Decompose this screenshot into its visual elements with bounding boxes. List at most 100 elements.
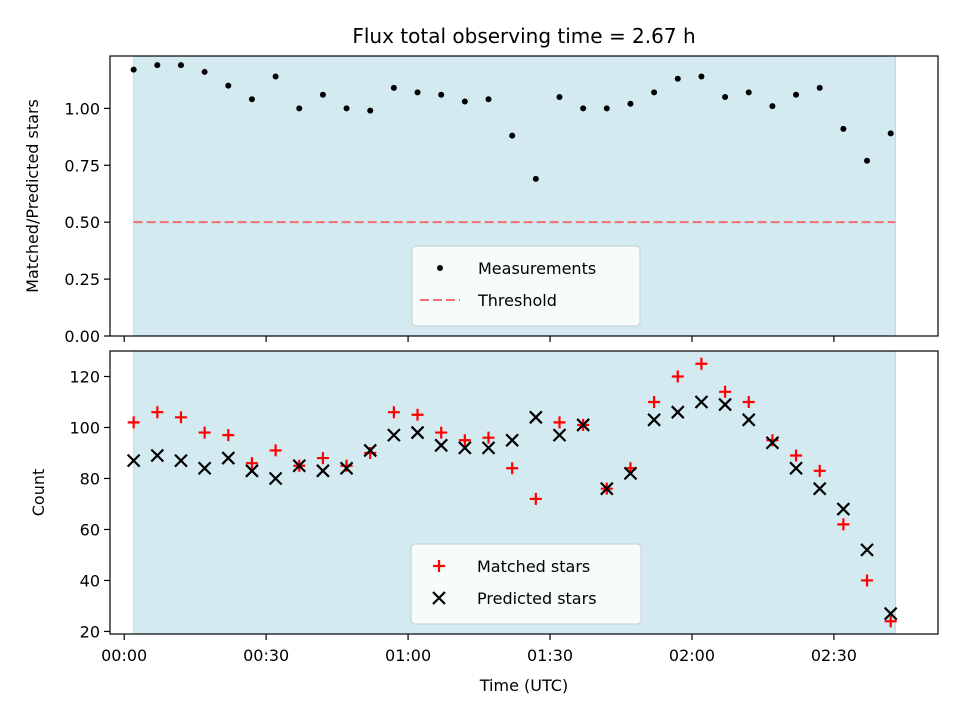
matched-star-point [813, 464, 826, 477]
predicted-star-point [197, 461, 212, 476]
x-tick-label: 02:30 [811, 646, 857, 665]
measurement-point [177, 62, 184, 69]
matched-star-point [742, 395, 755, 408]
measurement-point [698, 73, 705, 80]
matched-star-point [695, 357, 708, 370]
predicted-star-point [741, 413, 756, 427]
matched-star-point [435, 426, 448, 439]
matched-star-point [529, 492, 542, 505]
x-tick-label: 02:00 [669, 646, 715, 665]
measurement-point [840, 125, 847, 132]
predicted-star-point [387, 428, 401, 442]
x-tick-label: 01:30 [527, 646, 573, 665]
y-tick-label: 0.25 [64, 270, 100, 289]
measurement-point [390, 84, 397, 91]
legend-marker-x [432, 591, 446, 605]
legend-label: Matched stars [477, 557, 590, 576]
measurement-point [225, 82, 232, 89]
legend-label: Predicted stars [477, 589, 597, 608]
predicted-star-point [883, 606, 898, 621]
measurement-point [438, 91, 445, 98]
matched-star-point [245, 457, 258, 470]
predicted-star-point [505, 433, 519, 448]
predicted-star-point [221, 451, 236, 465]
measurement-point [461, 98, 468, 105]
bottom-panel: 20 40 60 80 100 120 00:00 00:30 01:00 01:30 02:00 0… [29, 350, 939, 695]
measurement-point [722, 93, 729, 100]
predicted-star-point [765, 436, 780, 450]
measurement-point [367, 107, 374, 114]
y-tick-label: 120 [69, 367, 100, 386]
measurement-point [532, 175, 539, 182]
measurement-point [793, 91, 800, 98]
legend-box [410, 543, 642, 625]
y-axis-label: Count [29, 469, 48, 517]
predicted-star-point [552, 428, 567, 442]
matched-star-point [861, 574, 874, 587]
chart-title: Flux total observing time = 2.67 h [352, 24, 695, 48]
measurement-point [816, 84, 823, 91]
y-tick-label: 0.75 [64, 156, 100, 175]
measurement-point [201, 68, 208, 75]
matched-star-point [719, 385, 732, 398]
measurement-point [343, 105, 350, 112]
matched-star-point [151, 406, 164, 419]
matched-star-point [884, 615, 897, 628]
measurement-point [887, 130, 894, 137]
measurement-point [556, 93, 563, 100]
y-axis-label: Matched/Predicted stars [23, 99, 42, 293]
matched-star-point [458, 434, 471, 447]
y-tick-label: 0.00 [64, 327, 100, 346]
matched-star-point [411, 408, 424, 421]
y-tick-label: 40 [80, 571, 100, 590]
matched-star-point [387, 406, 400, 419]
legend-box [411, 245, 641, 327]
legend-marker-plus [433, 560, 445, 572]
top-panel: 0.00 0.25 0.50 0.75 1.00 Matched/Predicted st… [23, 55, 939, 346]
x-tick-label: 00:00 [101, 646, 147, 665]
predicted-star-point [150, 448, 165, 463]
matched-star-point [269, 444, 282, 457]
x-tick-label: 01:00 [385, 646, 431, 665]
predicted-star-point [718, 397, 732, 412]
measurement-point [627, 100, 634, 107]
matched-star-point [174, 411, 187, 424]
matched-star-point [506, 462, 519, 475]
measurement-point [651, 89, 658, 96]
legend: Matched stars Predicted stars [410, 543, 642, 625]
predicted-star-point [126, 453, 141, 468]
axes-frame [109, 55, 939, 337]
predicted-star-point [600, 481, 614, 496]
y-tick-label: 60 [80, 520, 100, 539]
measurement-point [272, 73, 279, 80]
measurement-point [130, 66, 137, 73]
predicted-star-point [316, 464, 330, 478]
predicted-star-point [789, 461, 803, 476]
predicted-star-point [458, 441, 472, 455]
measurement-point [603, 105, 610, 112]
predicted-star-point [529, 410, 543, 425]
measurement-point [769, 103, 776, 110]
matched-star-point [198, 426, 211, 439]
legend-marker-dot [437, 265, 443, 271]
measurement-point [296, 105, 303, 112]
predicted-star-point [623, 466, 638, 481]
predicted-star-point [694, 395, 709, 409]
matched-star-point [790, 449, 803, 462]
predicted-star-point [410, 425, 425, 440]
matched-star-point [837, 518, 850, 531]
measurement-point [154, 62, 161, 69]
measurement-point [745, 89, 752, 96]
predicted-star-point [434, 438, 448, 453]
measurement-point [414, 89, 421, 96]
predicted-star-point [245, 464, 259, 478]
measurement-point [580, 105, 587, 112]
measurement-point [248, 96, 255, 103]
axes-frame [109, 350, 939, 635]
y-tick-label: 80 [80, 469, 100, 488]
x-tick-label: 00:30 [243, 646, 289, 665]
measurement-point [674, 75, 681, 82]
predicted-star-point [292, 458, 307, 473]
matched-star-point [316, 452, 329, 465]
